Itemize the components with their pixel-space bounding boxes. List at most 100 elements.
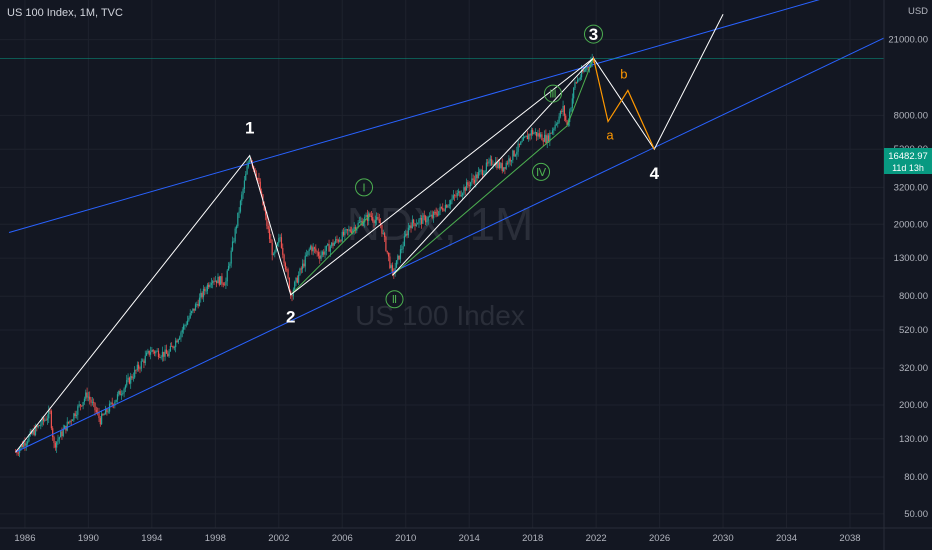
candle-body xyxy=(160,356,162,358)
time-axis[interactable]: 1986 1990 1994 1998 2002 2006 2010 2014 2018 2022… xyxy=(0,527,932,544)
candle-body xyxy=(473,179,476,183)
candle-body xyxy=(455,195,457,197)
candle-body xyxy=(407,227,409,236)
candle-body xyxy=(377,216,379,220)
candle-body xyxy=(405,233,407,237)
candle-body xyxy=(267,226,269,230)
grid xyxy=(0,0,884,528)
symbol-header[interactable]: US 100 Index, 1M, TVC xyxy=(7,7,123,19)
candle-body xyxy=(358,221,361,223)
candle-body xyxy=(156,350,158,352)
drawing-overlays[interactable]: 1 2 3 4 5 Ⅰ Ⅱ Ⅲ Ⅳa b xyxy=(0,0,889,453)
candle-body xyxy=(559,111,562,117)
price-tag-price: 16482.97 xyxy=(888,151,928,162)
time-tick-label: 2006 xyxy=(332,533,353,544)
candle-body xyxy=(138,364,140,369)
candle-body xyxy=(194,304,197,311)
candle-body xyxy=(123,388,125,394)
candle-body xyxy=(547,135,550,142)
time-tick-label: 2002 xyxy=(268,533,289,544)
candle-body xyxy=(378,219,380,224)
wave-label-3: 3 xyxy=(589,25,598,44)
candle-body xyxy=(403,236,406,247)
candle-body xyxy=(587,66,589,68)
subwave-line xyxy=(392,125,568,276)
candle-body xyxy=(537,133,539,137)
candle-body xyxy=(91,401,93,403)
candle-body xyxy=(460,195,462,197)
candle-body xyxy=(432,211,435,218)
candle-body xyxy=(149,352,152,355)
candle-body xyxy=(163,351,165,357)
candle-body xyxy=(489,159,491,161)
candle-body xyxy=(483,173,485,176)
candle-body xyxy=(346,229,349,231)
candle-body xyxy=(169,345,171,352)
candle-body xyxy=(354,227,357,231)
candle-body xyxy=(40,424,42,426)
channel-upper-line xyxy=(8,0,820,234)
candle-body xyxy=(132,377,134,379)
candle-body xyxy=(82,401,84,407)
candle-body xyxy=(291,295,293,297)
candle-body xyxy=(264,210,267,216)
candle-body xyxy=(387,252,390,257)
candle-body xyxy=(434,211,436,213)
subwave-circle xyxy=(385,290,404,309)
subwave-circle xyxy=(543,84,562,103)
candle-body xyxy=(488,160,490,164)
candle-body xyxy=(475,174,477,183)
candle-body xyxy=(136,364,138,370)
price-tag: 16482.97 11d 13h xyxy=(884,148,932,174)
time-tick-label: 1986 xyxy=(14,533,35,544)
candle-body xyxy=(73,413,75,420)
correction-label-a: a xyxy=(606,128,614,143)
wave-path-segment xyxy=(392,57,594,276)
candle-body xyxy=(365,214,367,218)
candle-body xyxy=(450,200,452,205)
candle-body xyxy=(167,353,169,357)
candle-body xyxy=(324,250,326,255)
candle-body xyxy=(536,132,538,137)
candle-body xyxy=(247,162,249,167)
candle-body xyxy=(131,376,133,379)
subwave-label: Ⅰ xyxy=(362,181,365,194)
price-tag-box xyxy=(884,148,932,174)
price-axis-unit: USD xyxy=(908,6,928,17)
candle-body xyxy=(382,233,384,234)
candle-body xyxy=(417,223,419,225)
candle-body xyxy=(87,396,89,398)
candle-body xyxy=(197,304,199,307)
candle-body xyxy=(190,311,193,313)
candle-body xyxy=(376,216,378,221)
candle-body xyxy=(274,251,276,254)
candle-body xyxy=(128,377,130,384)
candle-body xyxy=(56,441,58,448)
candle-body xyxy=(110,402,112,404)
candle-body xyxy=(69,420,71,423)
candle-body xyxy=(545,134,547,144)
price-tick-label: 21000.00 xyxy=(888,35,928,46)
candle-body xyxy=(575,82,577,84)
wave-label-5: 5 xyxy=(718,0,727,2)
candle-body xyxy=(311,246,313,252)
candle-body xyxy=(183,325,185,330)
candle-body xyxy=(284,263,287,270)
candle-body xyxy=(501,163,503,172)
candle-body xyxy=(46,418,49,421)
candle-body xyxy=(510,160,513,162)
subwave-label: Ⅳ xyxy=(536,166,547,179)
candle-body xyxy=(71,419,74,422)
candle-body xyxy=(231,241,234,251)
candle-body xyxy=(258,178,260,182)
candle-body xyxy=(586,66,588,70)
candle-body xyxy=(282,247,284,255)
candle-body xyxy=(226,270,228,282)
price-axis-bg xyxy=(884,0,932,550)
candle-body xyxy=(144,355,146,364)
price-axis[interactable]: 21000.008000.005200.003200.002000.001300… xyxy=(883,0,932,550)
candle-body xyxy=(176,340,178,343)
candle-body xyxy=(245,174,247,181)
candle-body xyxy=(443,210,445,212)
